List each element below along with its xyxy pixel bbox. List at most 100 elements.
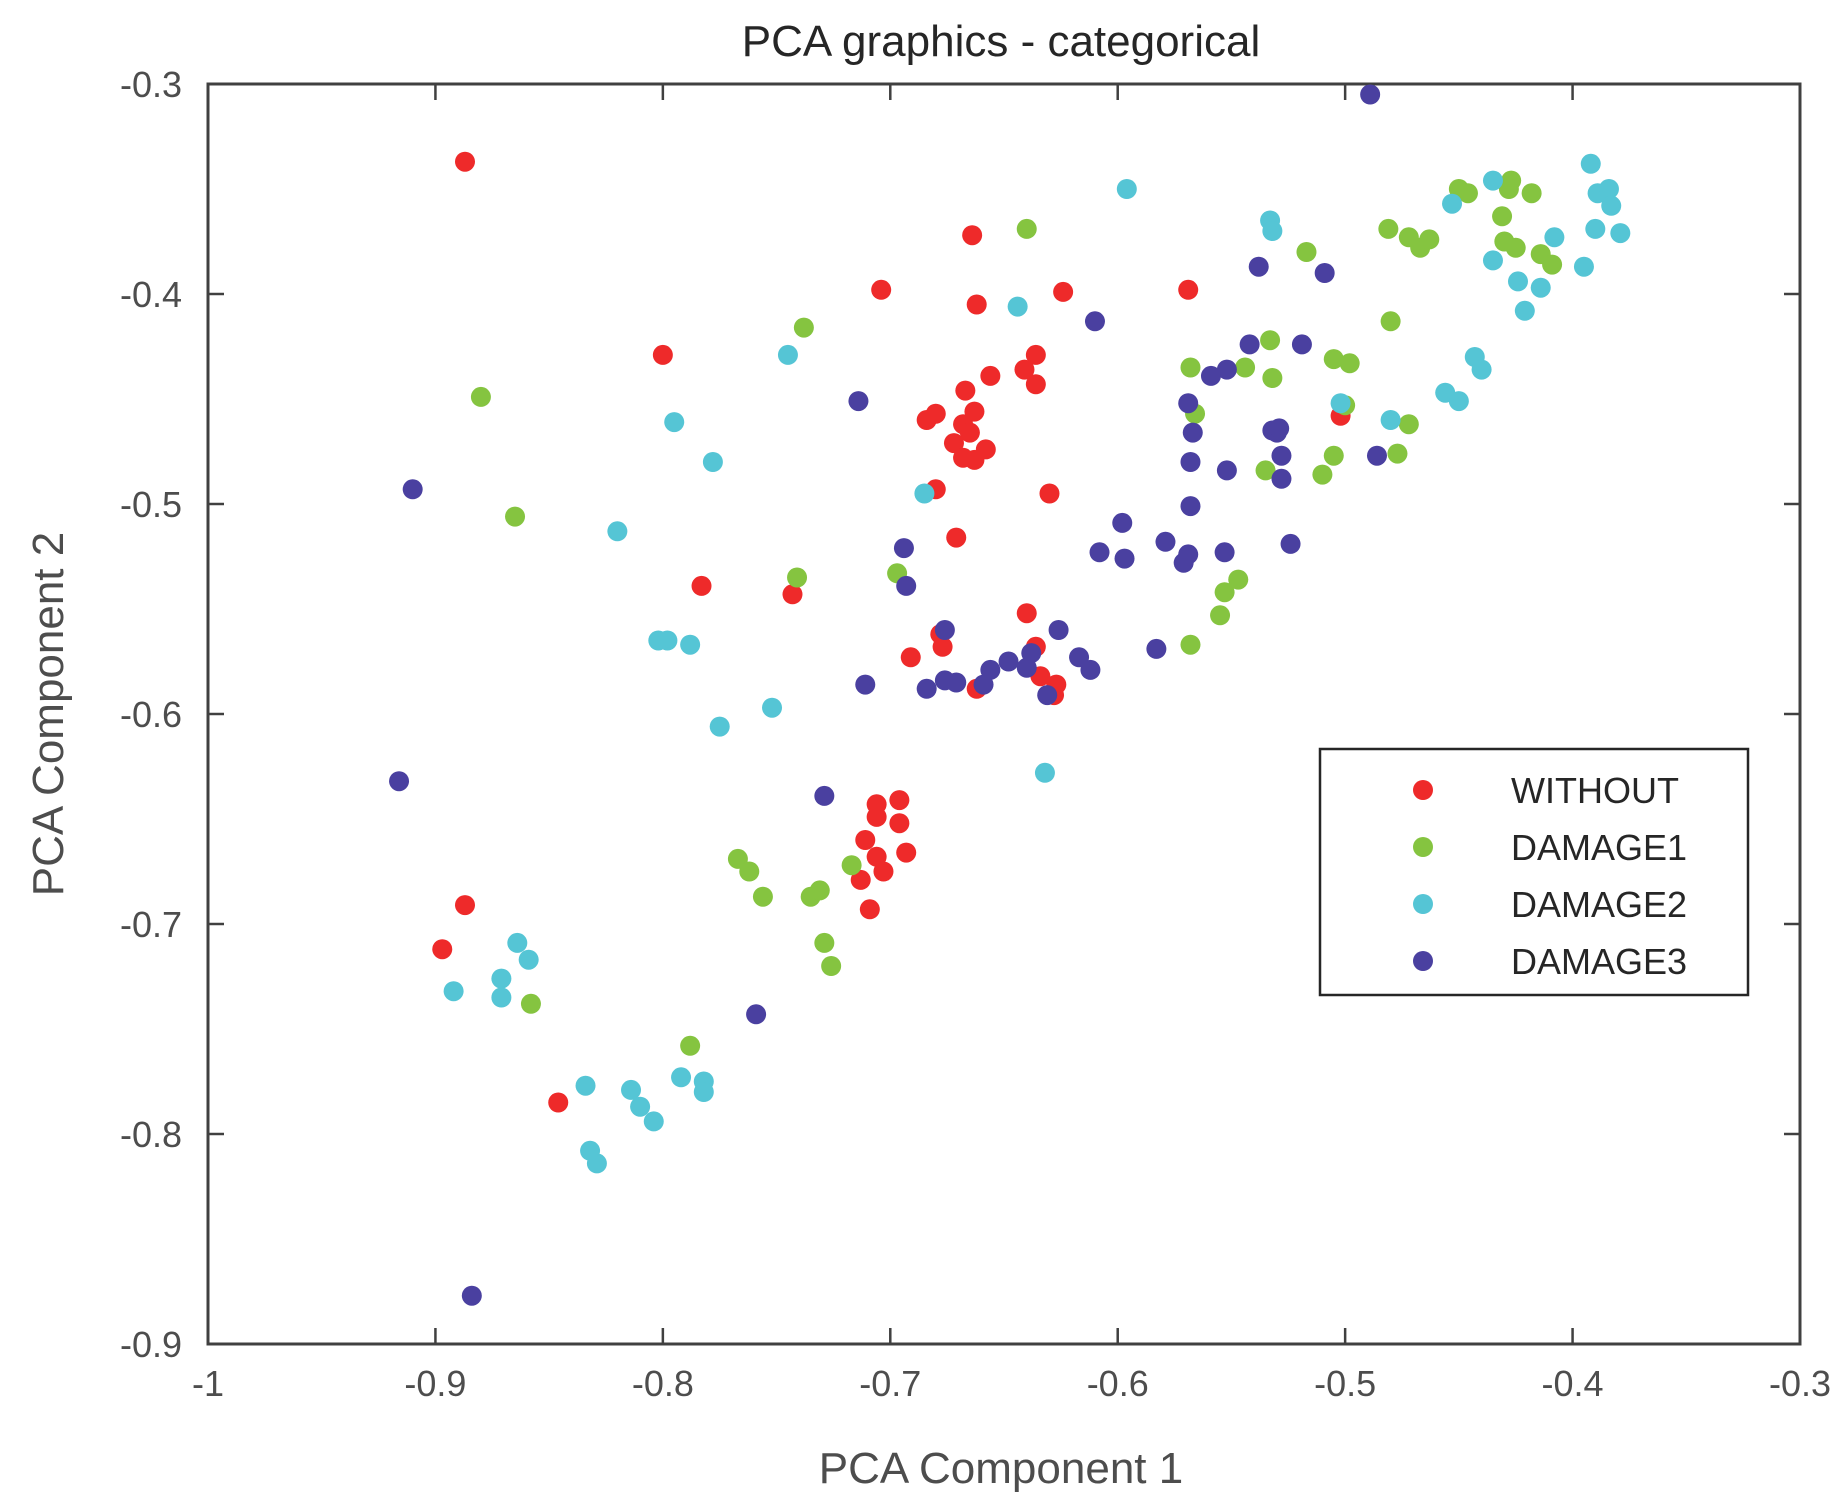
data-point-damage1 bbox=[1521, 183, 1542, 204]
data-point-damage3 bbox=[1112, 512, 1133, 533]
data-point-damage3 bbox=[389, 771, 410, 792]
data-point-damage1 bbox=[793, 317, 814, 338]
data-point-damage2 bbox=[709, 716, 730, 737]
data-point-without bbox=[943, 433, 964, 454]
chart-title: PCA graphics - categorical bbox=[742, 17, 1260, 66]
data-point-damage2 bbox=[777, 344, 798, 365]
data-point-damage1 bbox=[809, 880, 830, 901]
legend-marker-damage1 bbox=[1413, 837, 1433, 857]
data-point-without bbox=[782, 584, 803, 605]
data-point-damage3 bbox=[1291, 334, 1312, 355]
scatter-points bbox=[389, 84, 1631, 1306]
legend-marker-damage3 bbox=[1413, 951, 1433, 971]
data-point-damage3 bbox=[1200, 365, 1221, 386]
data-point-damage2 bbox=[1598, 179, 1619, 199]
data-point-without bbox=[866, 806, 887, 827]
data-point-without bbox=[850, 869, 871, 890]
data-point-damage1 bbox=[1255, 460, 1276, 481]
data-point-damage2 bbox=[1380, 410, 1401, 430]
data-point-damage2 bbox=[762, 697, 783, 718]
data-point-damage2 bbox=[491, 987, 512, 1008]
data-point-damage2 bbox=[1573, 256, 1594, 277]
data-point-damage2 bbox=[491, 968, 512, 989]
data-point-damage3 bbox=[1216, 460, 1237, 481]
data-point-without bbox=[871, 279, 892, 300]
data-point-damage3 bbox=[1080, 659, 1101, 680]
data-point-without bbox=[454, 895, 475, 916]
data-point-damage1 bbox=[1323, 349, 1344, 370]
data-point-without bbox=[889, 790, 910, 811]
legend-item-damage1: DAMAGE1 bbox=[1413, 827, 1687, 868]
data-point-damage2 bbox=[643, 1111, 664, 1132]
data-point-damage2 bbox=[1448, 391, 1469, 412]
data-point-without bbox=[916, 410, 937, 430]
data-point-damage2 bbox=[507, 932, 528, 953]
data-point-damage3 bbox=[1048, 620, 1069, 640]
data-point-damage3 bbox=[848, 391, 869, 412]
data-point-damage1 bbox=[520, 993, 541, 1014]
data-point-damage3 bbox=[1155, 531, 1176, 552]
data-point-damage1 bbox=[1210, 605, 1231, 626]
data-point-damage2 bbox=[1514, 300, 1535, 321]
data-point-damage3 bbox=[1180, 496, 1201, 517]
data-point-without bbox=[900, 647, 921, 668]
data-point-damage1 bbox=[1542, 254, 1563, 275]
data-point-damage1 bbox=[1260, 330, 1281, 351]
data-point-damage3 bbox=[1146, 638, 1167, 659]
data-point-damage2 bbox=[680, 634, 701, 655]
data-point-without bbox=[964, 449, 985, 470]
data-point-without bbox=[1025, 374, 1046, 395]
data-point-damage3 bbox=[1084, 311, 1105, 332]
legend-label-damage1: DAMAGE1 bbox=[1511, 827, 1687, 868]
data-point-without bbox=[966, 294, 987, 315]
data-point-damage1 bbox=[752, 886, 773, 907]
y-axis: -0.3 -0.4 -0.5 -0.6 -0.7 -0.8 -0.9 bbox=[120, 64, 1800, 1365]
legend-item-damage3: DAMAGE3 bbox=[1413, 941, 1687, 982]
data-point-damage2 bbox=[657, 630, 678, 651]
data-point-without bbox=[932, 636, 953, 657]
series-damage2 bbox=[443, 153, 1631, 1174]
data-point-without bbox=[1025, 344, 1046, 365]
data-point-damage1 bbox=[814, 932, 835, 953]
data-point-damage3 bbox=[896, 575, 917, 596]
legend-marker-without bbox=[1413, 780, 1433, 800]
data-point-damage3 bbox=[1180, 452, 1201, 472]
data-point-damage2 bbox=[914, 483, 935, 504]
data-point-damage3 bbox=[998, 651, 1019, 672]
data-point-without bbox=[1039, 483, 1060, 504]
data-point-damage2 bbox=[1585, 218, 1606, 239]
data-point-damage3 bbox=[973, 674, 994, 695]
data-point-damage1 bbox=[1492, 206, 1513, 227]
data-point-damage2 bbox=[1442, 193, 1463, 214]
data-point-damage2 bbox=[693, 1082, 714, 1102]
data-point-damage3 bbox=[1239, 334, 1260, 355]
data-point-damage1 bbox=[1398, 414, 1419, 435]
data-point-damage1 bbox=[1339, 353, 1360, 374]
data-point-damage1 bbox=[1323, 445, 1344, 466]
y-tick-label: -0.8 bbox=[120, 1114, 182, 1155]
data-point-damage2 bbox=[621, 1079, 642, 1100]
data-point-without bbox=[955, 380, 976, 401]
data-point-without bbox=[1053, 281, 1074, 302]
data-point-damage2 bbox=[607, 521, 628, 542]
x-tick-label: -0.9 bbox=[404, 1363, 466, 1404]
data-point-without bbox=[432, 939, 453, 960]
data-point-damage2 bbox=[1580, 153, 1601, 174]
data-point-damage2 bbox=[575, 1075, 596, 1096]
data-point-damage2 bbox=[586, 1153, 607, 1174]
data-point-without bbox=[1178, 279, 1199, 300]
data-point-damage2 bbox=[1034, 762, 1055, 783]
data-point-damage1 bbox=[470, 386, 491, 407]
legend-item-damage2: DAMAGE2 bbox=[1413, 884, 1687, 925]
y-tick-label: -0.4 bbox=[120, 274, 182, 315]
data-point-damage3 bbox=[746, 1004, 767, 1025]
data-point-damage2 bbox=[1471, 359, 1492, 380]
data-point-damage3 bbox=[1314, 263, 1335, 283]
data-point-damage1 bbox=[1214, 582, 1235, 603]
legend-marker-damage2 bbox=[1413, 894, 1433, 914]
data-point-without bbox=[889, 813, 910, 834]
data-point-without bbox=[946, 527, 967, 548]
data-point-without bbox=[548, 1092, 569, 1113]
data-point-without bbox=[980, 365, 1001, 386]
x-axis: -1 -0.9 -0.8 -0.7 -0.6 -0.5 -0.4 -0.3 bbox=[192, 84, 1831, 1404]
